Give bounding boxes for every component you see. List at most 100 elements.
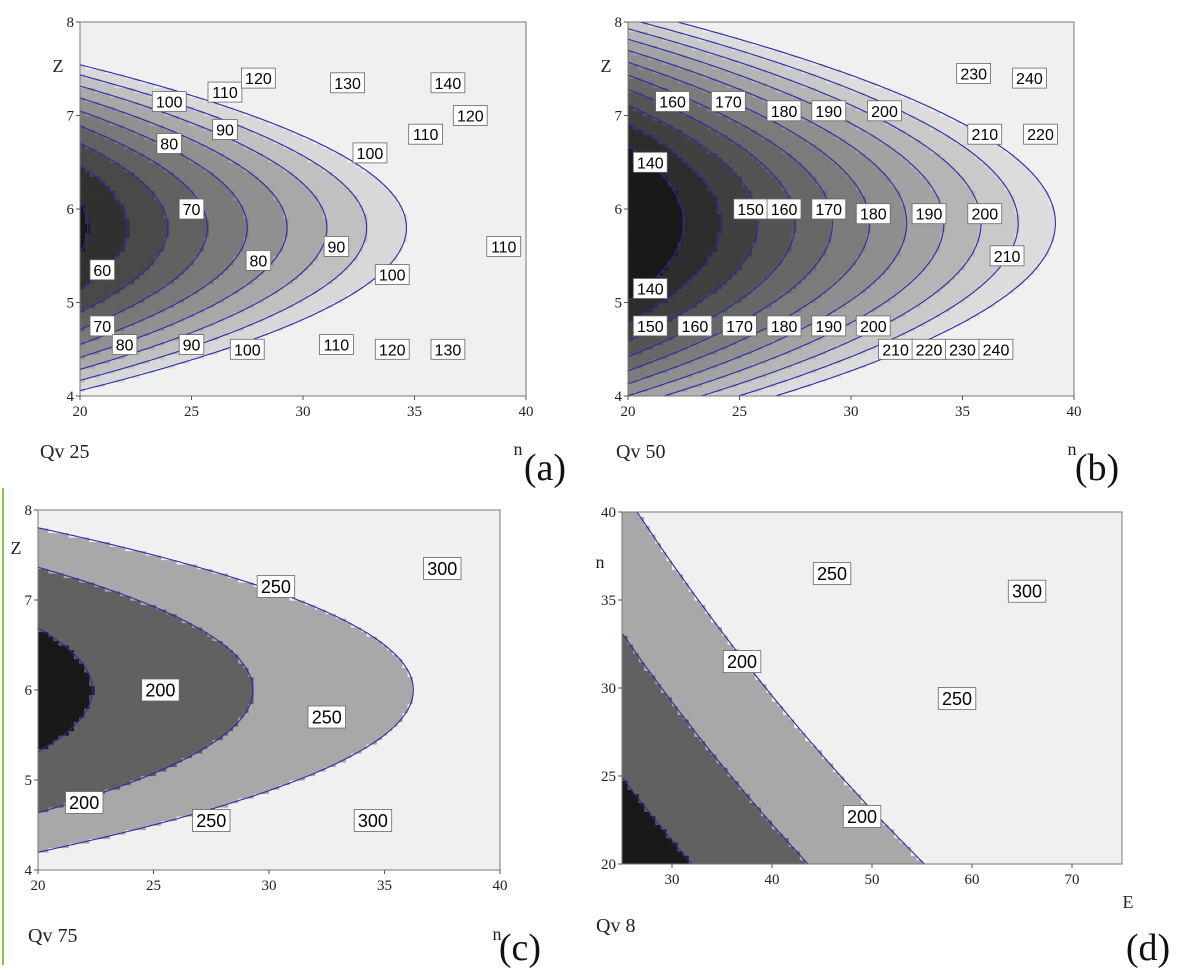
contour-label-text: 300 (358, 811, 388, 831)
contour-label: 200 (855, 315, 891, 337)
contour-label: 110 (408, 123, 444, 145)
panel-d-contour-chart: 250 300 200 250 200 30 40 50 60 70 20 25 30 35 40 n E Qv … (596, 505, 1171, 969)
contour-label-text: 230 (960, 66, 987, 83)
contour-label-text: 240 (983, 342, 1010, 359)
x-tick-label: 40 (765, 872, 780, 888)
contour-label: 250 (256, 575, 296, 598)
contour-label: 150 (632, 315, 668, 337)
contour-label-text: 130 (435, 342, 462, 359)
x-tick-label: 40 (493, 878, 508, 894)
contour-label-text: 80 (160, 137, 178, 154)
contour-label-text: 130 (334, 76, 361, 93)
contour-label-text: 210 (994, 249, 1021, 266)
panel-b-contour-chart: 160 170 180 190 200 230 240 210 220 140 150 160 170 1… (601, 15, 1120, 489)
contour-label-text: 210 (882, 342, 909, 359)
x-tick-label: 25 (732, 404, 747, 420)
panel-label: (c) (499, 927, 541, 969)
y-tick-label: 4 (67, 389, 75, 405)
contour-label: 80 (156, 133, 182, 154)
contour-label: 100 (374, 264, 410, 285)
contour-label-text: 70 (93, 319, 111, 336)
contour-label: 200 (722, 650, 762, 673)
contour-label-text: 160 (659, 95, 686, 112)
y-tick-label: 4 (615, 389, 623, 405)
contour-label: 80 (111, 334, 138, 356)
contour-label-text: 180 (771, 104, 798, 121)
x-axis-label: n (493, 924, 502, 944)
x-tick-label: 25 (146, 878, 161, 894)
contour-label: 120 (452, 105, 488, 126)
contour-label: 250 (812, 562, 852, 585)
x-tick-label: 20 (621, 404, 636, 420)
contour-label: 100 (352, 142, 388, 164)
contour-label: 140 (430, 72, 466, 94)
contour-label-text: 150 (737, 202, 764, 219)
contour-label-text: 200 (971, 207, 998, 224)
contour-label: 120 (374, 338, 410, 360)
contour-label: 60 (89, 259, 116, 281)
contour-label: 130 (430, 338, 466, 360)
contour-label-text: 100 (156, 95, 183, 112)
y-tick-label: 7 (67, 109, 75, 125)
contour-label: 200 (967, 203, 1003, 225)
contour-label-text: 200 (847, 807, 877, 827)
y-tick-label: 8 (615, 15, 623, 31)
x-tick-label: 30 (844, 404, 859, 420)
contour-line-300 (636, 512, 925, 864)
contour-label: 200 (867, 100, 902, 122)
contour-label: 110 (319, 334, 354, 356)
x-tick-label: 35 (407, 404, 422, 420)
contour-line-110 (80, 97, 288, 358)
contour-label-text: 110 (491, 239, 517, 256)
contour-label-text: 110 (413, 127, 439, 144)
contour-label-text: 120 (457, 109, 484, 126)
contour-line-80 (80, 142, 169, 313)
contour-label: 250 (192, 809, 231, 832)
x-axis-label: n (1068, 439, 1077, 459)
contour-label-text: 60 (93, 263, 111, 280)
contour-label-text: 200 (727, 652, 757, 672)
panel-label: (d) (1126, 927, 1170, 969)
contour-label-text: 300 (1012, 582, 1042, 602)
contour-label: 180 (855, 203, 891, 225)
contour-label: 90 (212, 119, 238, 140)
contour-label: 170 (711, 91, 746, 112)
contour-label: 180 (766, 100, 802, 122)
panel-label: (a) (524, 447, 566, 489)
contour-label: 230 (945, 338, 980, 360)
contour-label-text: 190 (815, 319, 842, 336)
x-tick-label: 35 (955, 404, 970, 420)
contour-label: 170 (722, 315, 757, 337)
x-tick-label: 50 (865, 872, 880, 888)
y-axis-label: Z (11, 538, 22, 558)
contour-label: 70 (89, 315, 116, 337)
x-tick-label: 40 (1067, 404, 1082, 420)
y-tick-label: 35 (601, 593, 616, 609)
contour-label: 200 (842, 805, 882, 828)
contour-label: 150 (733, 198, 769, 220)
contour-label-text: 140 (435, 76, 462, 93)
y-tick-label: 5 (25, 773, 33, 789)
contour-line-300 (38, 527, 414, 853)
y-tick-label: 25 (601, 769, 616, 785)
contour-label-text: 250 (261, 577, 291, 597)
contour-label: 120 (240, 67, 276, 89)
contour-label-text: 170 (815, 202, 842, 219)
contour-label-text: 160 (682, 319, 709, 336)
y-axis-label: Z (601, 56, 612, 76)
contour-label-text: 90 (183, 338, 201, 355)
contour-fill (622, 512, 1122, 864)
contour-line-200 (622, 777, 693, 864)
contour-label-text: 160 (771, 202, 798, 219)
x-axis-label: E (1123, 892, 1134, 912)
contour-label-text: 170 (715, 95, 742, 112)
x-tick-label: 30 (262, 878, 277, 894)
y-tick-label: 4 (25, 863, 33, 879)
contour-label: 190 (911, 203, 947, 225)
contour-label: 110 (486, 235, 522, 257)
contour-label: 300 (353, 809, 393, 832)
contour-label-text: 240 (1016, 71, 1043, 88)
x-tick-label: 25 (184, 404, 199, 420)
y-tick-label: 6 (67, 202, 75, 218)
